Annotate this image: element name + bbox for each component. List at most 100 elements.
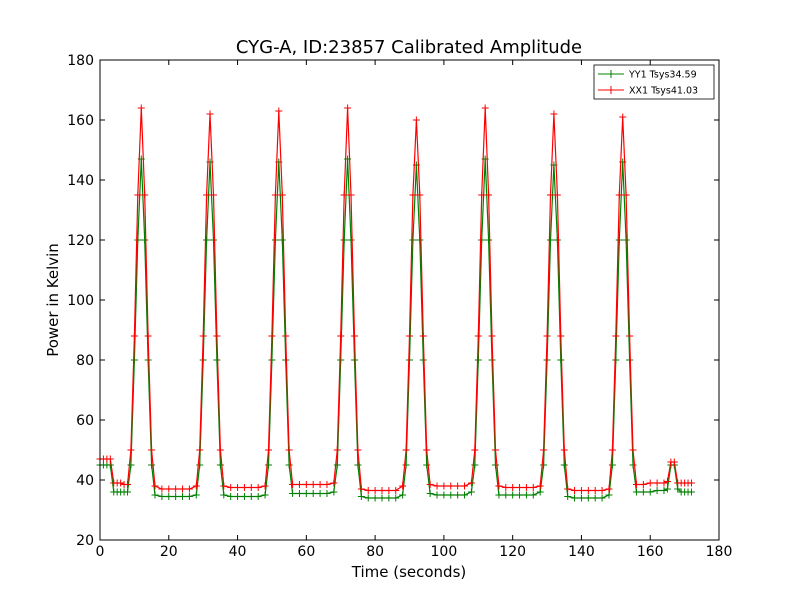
data-point xyxy=(117,479,125,487)
data-point xyxy=(144,356,152,364)
data-point xyxy=(406,332,413,340)
data-point xyxy=(629,461,637,469)
data-point xyxy=(278,191,286,199)
data-point xyxy=(546,236,554,244)
data-point xyxy=(285,446,293,454)
data-point xyxy=(364,487,372,494)
data-point xyxy=(344,104,352,112)
data-point xyxy=(354,461,362,469)
data-point xyxy=(409,191,417,199)
data-point xyxy=(591,487,599,494)
data-point xyxy=(419,332,427,340)
data-point xyxy=(553,236,561,244)
y-tick-label: 40 xyxy=(76,473,94,489)
data-point xyxy=(213,356,221,364)
data-point xyxy=(495,482,503,490)
data-point xyxy=(137,104,145,112)
data-point xyxy=(141,191,149,199)
data-point xyxy=(419,356,427,364)
data-point xyxy=(340,191,348,199)
data-point xyxy=(423,461,431,469)
data-point xyxy=(491,446,499,454)
data-point xyxy=(550,110,558,118)
y-axis-label: Power in Kelvin xyxy=(44,243,62,357)
data-point xyxy=(646,488,654,496)
data-point xyxy=(337,356,345,364)
data-point xyxy=(536,482,544,490)
data-point xyxy=(571,494,579,502)
data-point xyxy=(605,491,613,499)
data-point xyxy=(615,236,623,244)
data-point xyxy=(402,446,410,454)
data-point xyxy=(553,191,561,199)
data-point xyxy=(271,191,279,199)
data-point xyxy=(268,356,276,364)
data-point xyxy=(598,494,606,502)
data-point xyxy=(543,332,551,340)
data-point xyxy=(488,356,496,364)
data-point xyxy=(247,484,255,491)
data-point xyxy=(130,356,138,364)
data-point xyxy=(540,446,548,454)
data-point xyxy=(626,332,634,340)
data-point xyxy=(426,490,434,497)
data-point xyxy=(106,455,114,463)
data-point xyxy=(674,485,682,493)
data-point xyxy=(426,481,434,488)
data-point xyxy=(282,332,290,340)
data-point xyxy=(612,332,620,340)
plot-area xyxy=(96,104,695,502)
data-point xyxy=(687,488,695,496)
data-point xyxy=(371,487,379,494)
data-point xyxy=(234,493,242,500)
data-point xyxy=(577,494,585,502)
data-point xyxy=(612,356,620,364)
series-0 xyxy=(96,155,695,502)
data-point xyxy=(653,479,661,487)
data-point xyxy=(471,446,479,454)
data-point xyxy=(433,482,441,490)
data-point xyxy=(467,488,475,496)
data-point xyxy=(340,236,348,244)
data-point xyxy=(209,191,217,199)
data-point xyxy=(416,191,424,199)
x-tick-label: 120 xyxy=(499,544,526,560)
data-point xyxy=(254,484,262,491)
x-tick-label: 180 xyxy=(706,544,733,560)
data-point xyxy=(481,104,489,112)
data-point xyxy=(478,236,486,244)
data-point xyxy=(220,491,228,499)
data-point xyxy=(560,446,568,454)
data-point xyxy=(130,332,138,340)
data-point xyxy=(392,487,400,494)
data-point xyxy=(316,490,324,497)
data-point xyxy=(354,446,362,454)
data-point xyxy=(591,494,599,502)
data-point xyxy=(261,482,269,490)
data-point xyxy=(295,481,303,488)
series-1 xyxy=(96,104,695,494)
data-point xyxy=(509,484,517,491)
data-point xyxy=(605,485,613,493)
y-tick-label: 100 xyxy=(67,293,94,309)
data-point xyxy=(522,491,530,499)
data-point xyxy=(247,493,255,500)
legend-marker-xx1 xyxy=(607,86,615,94)
data-point xyxy=(406,356,413,364)
data-point xyxy=(316,481,324,488)
data-point xyxy=(240,493,248,500)
y-tick-label: 20 xyxy=(76,533,94,549)
data-point xyxy=(416,236,424,244)
chart-title: CYG-A, ID:23857 Calibrated Amplitude xyxy=(236,37,582,58)
data-point xyxy=(467,479,475,487)
data-point xyxy=(350,332,358,340)
data-point xyxy=(206,110,214,118)
data-point xyxy=(639,488,647,496)
data-point xyxy=(199,332,207,340)
data-point xyxy=(271,236,279,244)
data-point xyxy=(608,446,616,454)
data-point xyxy=(440,482,448,490)
data-point xyxy=(285,461,293,469)
data-point xyxy=(571,487,579,494)
